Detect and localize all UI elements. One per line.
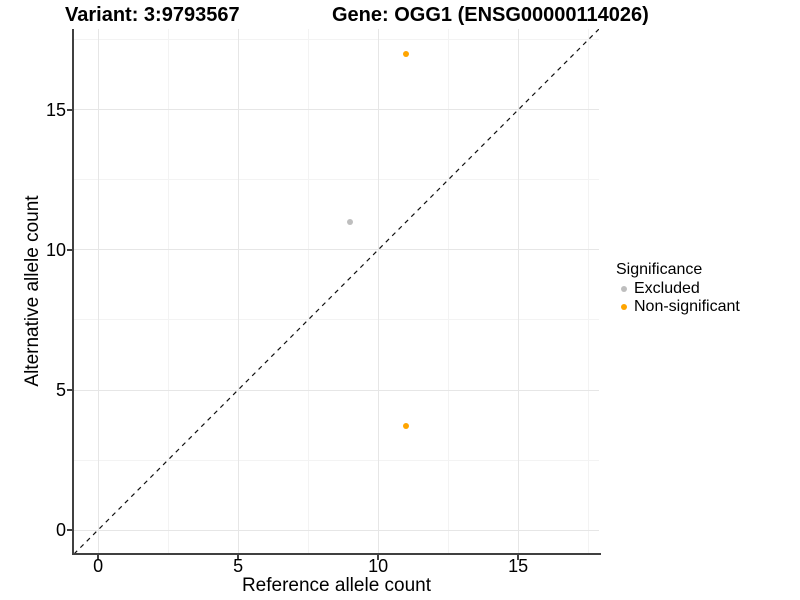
y-tick-label: 0	[55, 520, 66, 541]
y-tick-label: 5	[55, 380, 66, 400]
legend-item: Non-significant	[616, 298, 740, 316]
y-major-gridline	[74, 109, 599, 111]
legend-item: Excluded	[616, 280, 740, 298]
legend-items: Excluded Non-significant	[616, 280, 740, 316]
x-major-gridline	[97, 29, 99, 553]
x-minor-gridline	[447, 29, 449, 553]
y-tick-label: 15	[45, 99, 66, 120]
y-major-gridline	[74, 389, 599, 391]
plot-title-variant: Variant: 3:9793567	[65, 4, 240, 26]
data-point	[403, 50, 410, 57]
y-tick-mark	[67, 389, 72, 391]
y-major-gridline	[74, 249, 599, 251]
y-tick-label: 10	[45, 239, 66, 260]
legend: Significance Excluded Non-significant	[616, 260, 740, 316]
x-axis-line	[72, 553, 601, 555]
x-major-gridline	[377, 29, 379, 553]
y-tick-mark	[67, 248, 72, 251]
x-tick-mark	[377, 555, 380, 560]
x-tick-label: 15	[508, 556, 529, 576]
y-major-gridline	[74, 529, 599, 531]
y-minor-gridline	[74, 39, 599, 41]
x-tick-mark	[97, 555, 100, 560]
x-tick-label: 5	[233, 556, 244, 576]
legend-item-label: Excluded	[634, 280, 700, 297]
legend-item-label: Non-significant	[634, 298, 740, 315]
data-point	[347, 218, 354, 225]
legend-title: Significance	[616, 261, 703, 278]
data-point	[403, 423, 410, 430]
y-tick-mark	[67, 529, 72, 532]
x-tick-label: 10	[368, 556, 389, 576]
legend-dot-icon	[621, 304, 627, 310]
x-minor-gridline	[167, 29, 169, 553]
x-tick-mark	[517, 555, 520, 560]
y-minor-gridline	[74, 179, 599, 181]
legend-dot-icon	[621, 286, 627, 292]
y-tick-mark	[67, 108, 72, 111]
identity-line	[74, 29, 599, 553]
x-tick-mark	[237, 555, 240, 560]
x-tick-label: 0	[93, 556, 104, 576]
x-minor-gridline	[307, 29, 309, 553]
y-axis-line	[72, 29, 74, 555]
x-major-gridline	[237, 29, 239, 553]
plot-title-gene: Gene: OGG1 (ENSG00000114026)	[332, 4, 649, 26]
y-minor-gridline	[74, 459, 599, 461]
plot-panel	[74, 29, 599, 553]
y-minor-gridline	[74, 319, 599, 321]
x-major-gridline	[517, 29, 519, 553]
x-axis-title: Reference allele count	[241, 575, 432, 596]
x-minor-gridline	[587, 29, 589, 553]
